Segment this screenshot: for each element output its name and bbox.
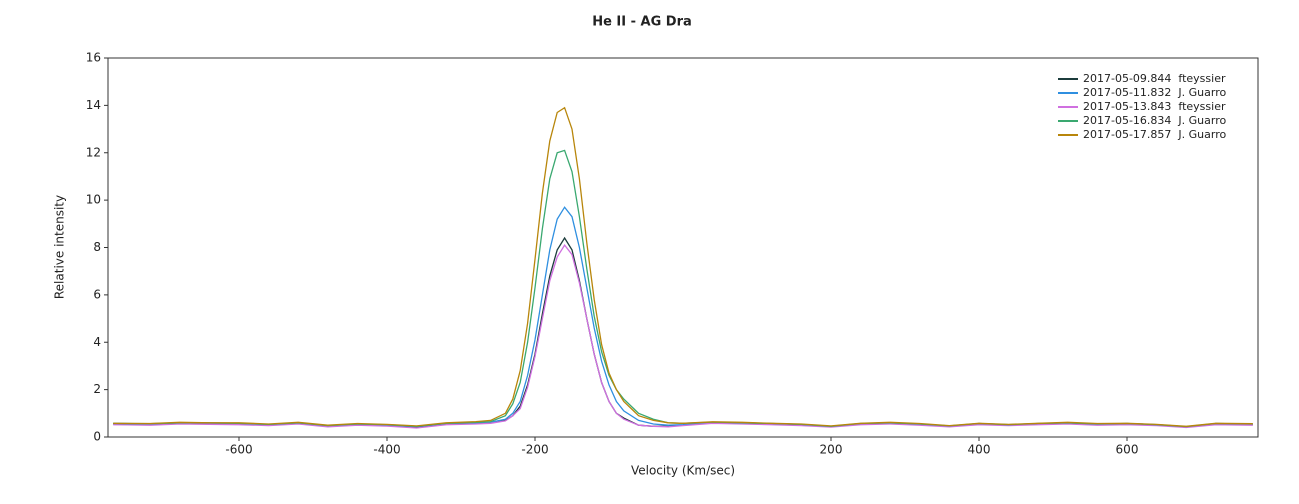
x-tick-label: -600 (225, 443, 252, 457)
y-axis-label: Relative intensity (53, 195, 67, 299)
y-tick-label: 12 (86, 145, 101, 159)
y-tick-label: 16 (86, 51, 101, 65)
x-tick-label: -400 (373, 443, 400, 457)
y-tick-label: 4 (93, 335, 101, 349)
y-tick-label: 2 (93, 382, 101, 396)
series-line (113, 243, 1253, 429)
series-line (113, 236, 1253, 429)
x-axis-label: Velocity (Km/sec) (631, 464, 735, 478)
legend-label: 2017-05-13.843 fteyssier (1083, 100, 1226, 113)
legend-label: 2017-05-09.844 fteyssier (1083, 72, 1226, 85)
series-line (113, 149, 1253, 428)
y-tick-label: 14 (86, 98, 101, 112)
legend-label: 2017-05-16.834 J. Guarro (1083, 114, 1226, 127)
x-tick-label: 200 (820, 443, 843, 457)
legend-label: 2017-05-17.857 J. Guarro (1083, 128, 1226, 141)
x-tick-label: -200 (521, 443, 548, 457)
y-tick-label: 0 (93, 430, 101, 444)
chart-title: He II - AG Dra (592, 15, 692, 30)
y-tick-label: 10 (86, 193, 101, 207)
x-tick-label: 400 (968, 443, 991, 457)
series-line (113, 206, 1253, 428)
x-tick-label: 600 (1116, 443, 1139, 457)
y-tick-label: 8 (93, 240, 101, 254)
legend-label: 2017-05-11.832 J. Guarro (1083, 86, 1226, 99)
y-tick-label: 6 (93, 287, 101, 301)
series-line (113, 106, 1253, 427)
